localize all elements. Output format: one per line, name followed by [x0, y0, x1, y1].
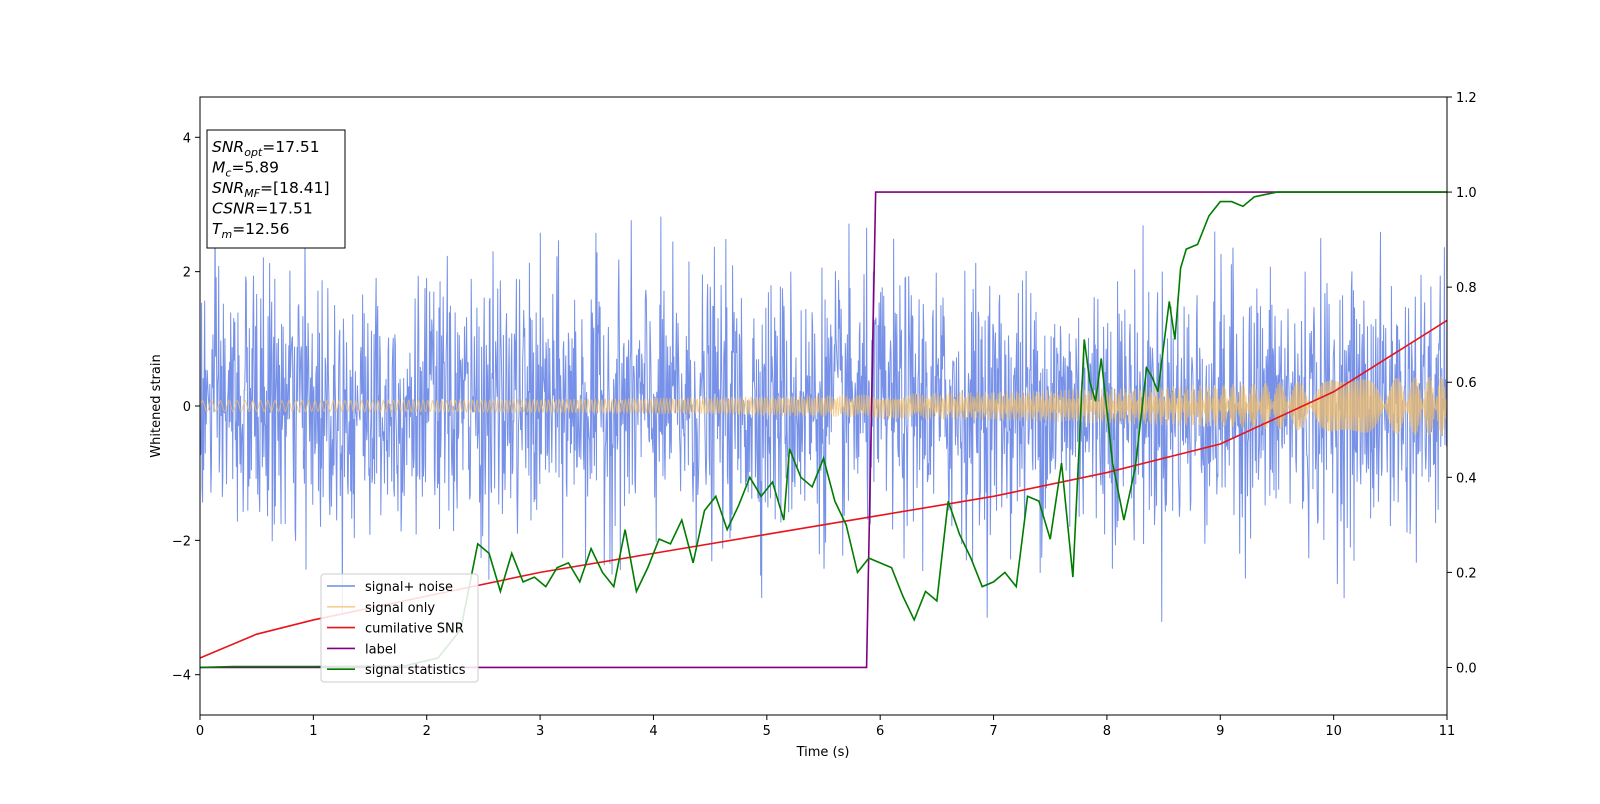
x-tick-label: 8 [1103, 724, 1111, 739]
y-right-tick-label: 0.4 [1456, 471, 1477, 486]
series-signal-statistics [200, 191, 1447, 669]
y-right-tick-label: 0.2 [1456, 566, 1477, 581]
y-right-tick-label: 0.0 [1456, 661, 1477, 676]
y-right-tick-label: 0.6 [1456, 376, 1477, 391]
x-tick-label: 2 [423, 724, 431, 739]
legend-label: label [365, 642, 396, 657]
y-left-tick-label: 0 [183, 400, 191, 415]
x-tick-label: 7 [989, 724, 997, 739]
x-tick-label: 10 [1325, 724, 1342, 739]
series-layer [200, 191, 1447, 669]
x-tick-label: 0 [196, 724, 204, 739]
series-signal-only [200, 376, 1447, 436]
x-tick-label: 4 [649, 724, 657, 739]
series-cumulative-snr [200, 319, 1447, 659]
stats-line: SNRopt=17.51 [212, 138, 320, 159]
y-left-tick-label: 4 [183, 131, 191, 146]
x-tick-label: 3 [536, 724, 544, 739]
x-tick-label: 9 [1216, 724, 1224, 739]
x-tick-label: 6 [876, 724, 884, 739]
series-signal-noise [200, 216, 1447, 622]
x-tick-label: 11 [1439, 724, 1456, 739]
legend: signal+ noise signal only cumilative SNR la… [320, 573, 479, 683]
y-right-tick-label: 1.2 [1456, 91, 1477, 106]
x-axis-label: Time (s) [796, 745, 850, 760]
stats-box-frame [206, 129, 346, 249]
stats-line: CSNR=17.51 [212, 200, 313, 218]
y-axis-label: Whitened strain [149, 354, 164, 457]
series-label [200, 191, 1447, 669]
stats-line: SNRMF=[18.41] [212, 179, 330, 200]
y-left-tick-label: 2 [183, 266, 191, 281]
y-right-tick-label: 1.0 [1456, 186, 1477, 201]
stats-line: Tm=12.56 [212, 220, 290, 241]
legend-frame [320, 573, 479, 683]
x-tick-label: 5 [763, 724, 771, 739]
stats-box: SNRopt=17.51Mc=5.89SNRMF=[18.41]CSNR=17.… [206, 129, 346, 249]
y-left-tick-label: −4 [172, 669, 191, 684]
x-tick-label: 1 [309, 724, 317, 739]
axis-layer: 0 1 2 3 4 5 6 7 8 9 10 11 −4 −2 0 2 4 0.0 0.2 0.4 0.6 0.8 1.0 1… [172, 91, 1477, 739]
legend-label: cumilative SNR [365, 622, 464, 637]
legend-label: signal only [365, 601, 435, 616]
y-right-tick-label: 0.8 [1456, 281, 1477, 296]
legend-label: signal+ noise [365, 580, 453, 595]
y-left-tick-label: −2 [172, 534, 191, 549]
legend-label: signal statistics [365, 663, 466, 678]
stats-line: Mc=5.89 [212, 159, 279, 180]
